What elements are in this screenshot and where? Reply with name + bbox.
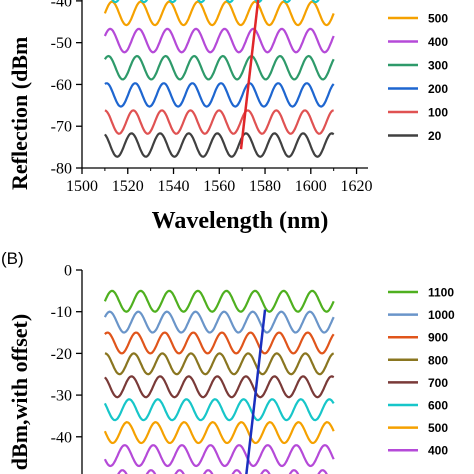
x-tick-label: 1580	[249, 178, 281, 195]
trend-line	[239, 0, 260, 150]
trend-line	[245, 309, 267, 474]
y-tick-label: -80	[51, 161, 72, 178]
x-tick-label: 1620	[341, 178, 373, 195]
panel-label: (B)	[1, 249, 24, 268]
series-line-20	[104, 132, 335, 158]
legend-label-1000: 1000	[428, 308, 455, 322]
series-line-200	[104, 82, 335, 108]
x-tick-label: 1540	[158, 178, 190, 195]
legend-label-500: 500	[428, 421, 448, 435]
x-tick-label: 1560	[203, 178, 235, 195]
series-line-1000	[103, 310, 335, 334]
y-tick-label: -50	[51, 35, 72, 52]
series-line-500	[103, 0, 335, 27]
y-axis-title: Reflection (dBm	[7, 37, 32, 190]
series-group	[103, 0, 335, 158]
series-line-partial-8	[117, 469, 328, 474]
y-tick-label: -40	[51, 0, 72, 10]
x-tick-label: 1520	[112, 178, 144, 195]
legend-label-200: 200	[428, 82, 448, 96]
legend-label-500: 500	[428, 12, 448, 26]
y-tick-label: -20	[51, 346, 72, 363]
series-line-700	[104, 375, 335, 399]
legend-label-1100: 1100	[428, 286, 454, 300]
series-line-400	[103, 27, 335, 54]
series-line-300	[103, 54, 335, 81]
legend-label-100: 100	[428, 106, 448, 120]
legend-label-300: 300	[428, 59, 448, 73]
legend-label-20: 20	[428, 129, 442, 143]
series-line-900	[104, 331, 335, 355]
series-line-400	[103, 444, 335, 468]
series-line-600	[103, 398, 335, 422]
legend-label-600: 600	[428, 399, 448, 413]
y-tick-label: -60	[51, 77, 72, 94]
legend-label-800: 800	[428, 353, 448, 367]
x-tick-label: 1500	[66, 178, 98, 195]
legend-label-400: 400	[428, 35, 448, 49]
x-axis-title: Wavelength (nm)	[152, 208, 329, 234]
series-line-500	[103, 421, 335, 445]
y-axis-title: dBm,with offset)	[7, 314, 32, 470]
y-tick-label: -70	[51, 119, 72, 136]
y-tick-label: -40	[51, 429, 72, 446]
series-line-1100	[103, 289, 335, 313]
legend-label-700: 700	[428, 376, 448, 390]
series-line-800	[104, 352, 335, 376]
series-line-100	[104, 109, 334, 135]
panel-b: 0 -10 -20 -30 -40 dBm,with offset) (B) 1100 1000…	[1, 249, 455, 474]
legend-label-900: 900	[428, 331, 448, 345]
y-tick-label: -30	[51, 388, 72, 405]
y-tick-label: -10	[51, 304, 72, 321]
x-tick-label: 1600	[295, 178, 327, 195]
legend-label-400: 400	[428, 444, 448, 458]
series-line-partial-6	[111, 0, 320, 4]
y-tick-label: 0	[64, 263, 72, 280]
series-group	[103, 289, 335, 474]
